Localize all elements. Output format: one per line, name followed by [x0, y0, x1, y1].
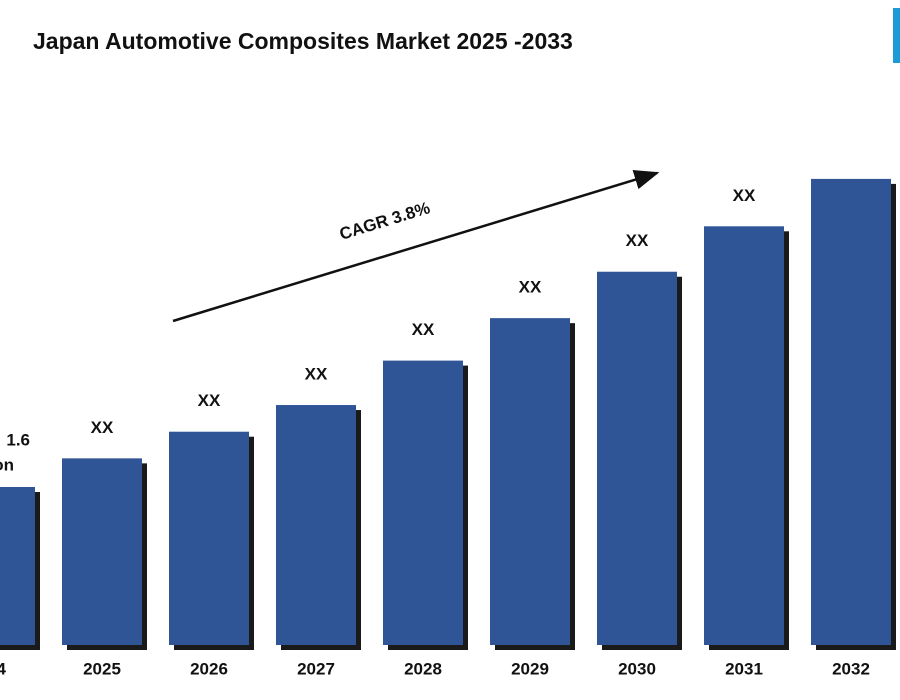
x-tick-label: 2025: [83, 659, 121, 678]
value-label: XX: [198, 391, 221, 410]
x-tick-label: 2029: [511, 659, 549, 678]
chart-title: Japan Automotive Composites Market 2025 …: [33, 28, 573, 54]
x-tick-label: 2031: [725, 659, 763, 678]
cagr-label: CAGR 3.8%: [337, 198, 432, 244]
value-label: XX: [91, 418, 114, 437]
bar: [704, 226, 784, 646]
x-tick-label: 2028: [404, 659, 442, 678]
cagr-arrow: [172, 170, 660, 323]
bar: [811, 178, 891, 645]
bar: [597, 271, 677, 645]
logo-fragment: [893, 8, 900, 63]
value-label: 1.6: [6, 430, 30, 449]
x-tick-label: 2030: [618, 659, 656, 678]
x-tick-label: 4: [0, 659, 7, 678]
x-tick-label: 2032: [832, 659, 870, 678]
value-label: XX: [626, 231, 649, 250]
value-label: XX: [412, 320, 435, 339]
x-tick-label: 2026: [190, 659, 228, 678]
unit-fragment: on: [0, 455, 14, 474]
bar: [383, 360, 463, 645]
x-tick-label: 2027: [297, 659, 335, 678]
bar: [0, 487, 35, 645]
value-label: XX: [733, 186, 756, 205]
bar: [62, 458, 142, 645]
bar: [169, 431, 249, 645]
bar: [276, 405, 356, 645]
value-label: XX: [305, 365, 328, 384]
bar: [490, 318, 570, 645]
value-label: XX: [519, 278, 542, 297]
